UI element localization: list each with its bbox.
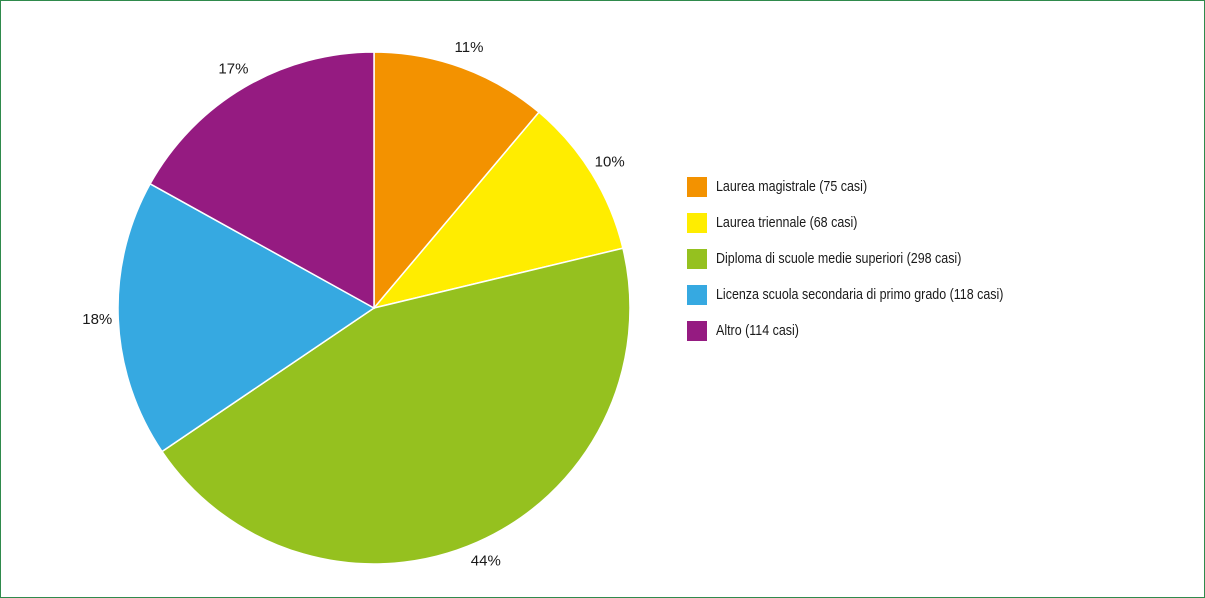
pie-percent-label-3: 18%: [82, 311, 112, 328]
legend-swatch: [687, 249, 707, 269]
legend-label: Diploma di scuole medie superiori (298 c…: [716, 251, 962, 267]
legend-label: Altro (114 casi): [716, 323, 799, 339]
pie-slice-3: [117, 182, 376, 453]
legend-swatch: [687, 321, 707, 341]
legend-item-3: Licenza scuola secondaria di primo grado…: [687, 285, 1050, 305]
pie-percent-label-2: 44%: [471, 552, 501, 569]
legend-swatch: [687, 177, 707, 197]
pie-slice-2: [160, 247, 631, 565]
pie-slice-1: [371, 111, 624, 310]
pie-percent-labels: 11% 10% 44% 18% 17%: [82, 39, 624, 570]
pie-percent-label-0: 11%: [455, 39, 484, 56]
legend-label: Licenza scuola secondaria di primo grado…: [716, 287, 1004, 303]
legend-item-4: Altro (114 casi): [687, 321, 1050, 341]
legend-item-0: Laurea magistrale (75 casi): [687, 177, 1050, 197]
legend-swatch: [687, 213, 707, 233]
pie-slices: [117, 51, 631, 565]
pie-percent-label-4: 17%: [218, 60, 248, 77]
legend-label: Laurea magistrale (75 casi): [716, 179, 868, 195]
legend-item-2: Diploma di scuole medie superiori (298 c…: [687, 249, 1050, 269]
legend-label: Laurea triennale (68 casi): [716, 215, 858, 231]
pie-slice-0: [373, 51, 541, 311]
legend-item-1: Laurea triennale (68 casi): [687, 213, 1050, 233]
legend: Laurea magistrale (75 casi) Laurea trienn…: [687, 177, 1050, 357]
legend-swatch: [687, 285, 707, 305]
pie-percent-label-1: 10%: [595, 153, 625, 170]
pie-slice-4: [149, 51, 375, 310]
